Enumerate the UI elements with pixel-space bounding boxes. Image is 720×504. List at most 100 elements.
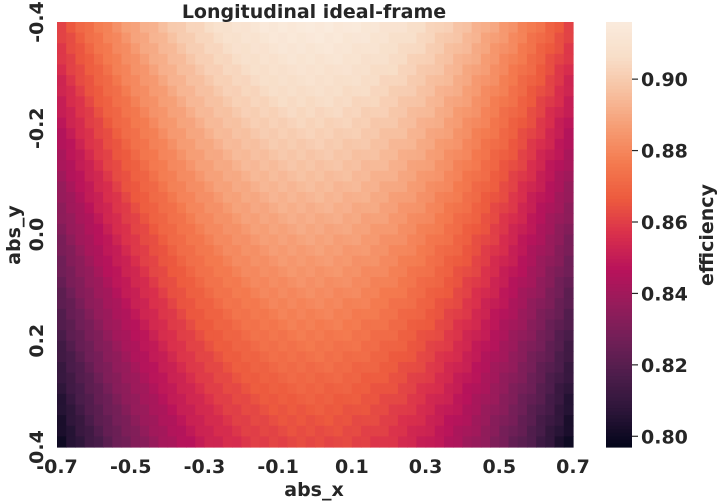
heatmap-cell <box>149 372 159 384</box>
heatmap-cell <box>287 330 298 342</box>
heatmap-cell <box>287 128 298 140</box>
heatmap-cell <box>388 287 399 299</box>
heatmap-cell <box>241 319 252 331</box>
heatmap-cell <box>66 298 77 310</box>
heatmap-cell <box>130 138 141 151</box>
heatmap-cell <box>425 85 436 97</box>
heatmap-cell <box>425 383 436 395</box>
heatmap-cell <box>370 308 381 321</box>
heatmap-cell <box>388 436 399 448</box>
heatmap-cell <box>75 181 86 193</box>
colorbar-segment <box>606 415 632 420</box>
heatmap-cell <box>508 245 519 257</box>
heatmap-cell <box>499 415 510 427</box>
heatmap-cell <box>259 234 270 246</box>
heatmap-cell <box>444 287 454 299</box>
heatmap-cell <box>241 404 252 416</box>
heatmap-cell <box>232 415 242 427</box>
heatmap-cell <box>195 308 206 321</box>
heatmap-cell <box>75 53 86 66</box>
heatmap-cell <box>379 340 390 352</box>
heatmap-cell <box>499 192 510 204</box>
heatmap-cell <box>296 298 307 310</box>
heatmap-cell <box>370 64 381 76</box>
heatmap-cell <box>324 298 335 310</box>
heatmap-cell <box>462 234 473 246</box>
colorbar-segment <box>606 22 632 27</box>
heatmap-cell <box>121 287 132 299</box>
colorbar-segment <box>606 36 632 41</box>
colorbar-tick-label: 0.88 <box>641 141 688 163</box>
heatmap-cell <box>287 340 298 352</box>
heatmap-cell <box>149 277 159 289</box>
heatmap-cell <box>471 255 482 267</box>
heatmap-cell <box>213 362 224 374</box>
colorbar-segment <box>606 372 632 377</box>
heatmap-cell <box>407 202 417 214</box>
heatmap-cell <box>57 362 67 374</box>
heatmap-cell <box>379 266 390 278</box>
heatmap-cell <box>526 340 537 352</box>
heatmap-cell <box>554 96 565 108</box>
heatmap-cell <box>130 298 141 310</box>
heatmap-cell <box>268 277 279 289</box>
heatmap-cell <box>361 340 371 352</box>
colorbar-segment <box>606 145 632 151</box>
heatmap-cell <box>333 393 344 406</box>
colorbar-segment <box>606 436 632 441</box>
heatmap-cell <box>176 213 187 225</box>
heatmap-cell <box>499 372 510 384</box>
heatmap-cell <box>259 362 270 374</box>
heatmap-cell <box>278 32 288 44</box>
heatmap-cell <box>121 255 132 267</box>
heatmap-cell <box>75 96 86 108</box>
heatmap-cell <box>84 128 95 140</box>
heatmap-cell <box>333 170 344 182</box>
heatmap-cell <box>425 22 436 34</box>
heatmap-cell <box>324 32 335 44</box>
heatmap-cell <box>195 330 206 342</box>
heatmap-cell <box>545 404 556 416</box>
heatmap-cell <box>57 22 67 34</box>
colorbar-segment <box>606 60 632 66</box>
heatmap-cell <box>130 107 141 119</box>
heatmap-cell <box>388 75 399 87</box>
heatmap-cell <box>84 404 95 416</box>
heatmap-cell <box>158 298 169 310</box>
heatmap-cell <box>471 319 482 331</box>
heatmap-cell <box>526 404 537 416</box>
heatmap-cell <box>508 266 519 278</box>
heatmap-cell <box>563 223 574 236</box>
heatmap-cell <box>84 308 95 321</box>
heatmap-cell <box>471 330 482 342</box>
heatmap-cell <box>186 43 196 55</box>
heatmap-cell <box>407 298 417 310</box>
heatmap-cell <box>526 308 537 321</box>
heatmap-cell <box>241 351 252 363</box>
heatmap-cell <box>397 287 408 299</box>
colorbar-segment <box>606 85 632 90</box>
heatmap-cell <box>139 64 150 76</box>
heatmap-cell <box>186 234 196 246</box>
heatmap-cell <box>425 330 436 342</box>
heatmap-cell <box>453 383 464 395</box>
heatmap-cell <box>130 22 141 34</box>
heatmap-cell <box>554 160 565 172</box>
colorbar-segment <box>606 340 632 345</box>
heatmap-cell <box>499 149 510 161</box>
heatmap-cell <box>241 298 252 310</box>
heatmap-cell <box>305 245 316 257</box>
heatmap-cell <box>232 362 242 374</box>
heatmap-cell <box>361 85 371 97</box>
heatmap-cell <box>351 170 362 182</box>
heatmap-cell <box>434 75 445 87</box>
heatmap-cell <box>342 32 353 44</box>
heatmap-cell <box>490 330 500 342</box>
heatmap-cell <box>167 383 178 395</box>
heatmap-cell <box>370 404 381 416</box>
heatmap-cell <box>57 255 67 267</box>
heatmap-cell <box>554 223 565 236</box>
heatmap-cell <box>563 436 574 448</box>
colorbar-segment <box>606 326 632 331</box>
heatmap-cell <box>121 128 132 140</box>
